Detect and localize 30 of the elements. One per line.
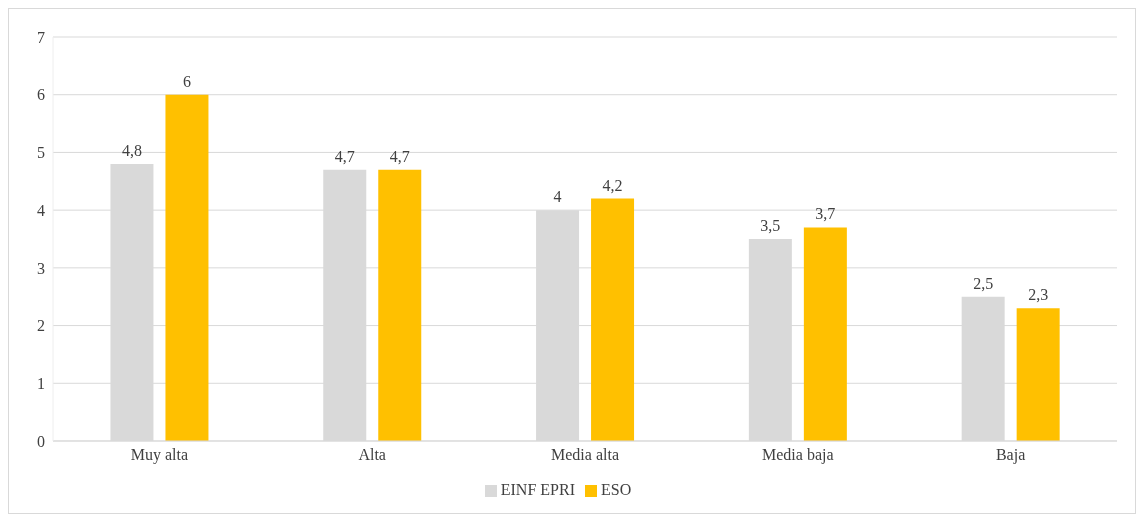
data-label: 4,7 [389, 147, 410, 165]
y-tick-label: 2 [37, 317, 45, 335]
y-tick-label: 0 [37, 432, 45, 450]
x-tick-label: Muy alta [130, 446, 189, 465]
legend-label: EINF EPRI [500, 481, 575, 498]
data-label: 3,7 [815, 205, 836, 223]
data-label: 2,3 [1028, 286, 1049, 304]
x-tick-label: Media alta [551, 446, 619, 464]
y-tick-label: 1 [37, 374, 45, 392]
data-label: 4 [553, 188, 562, 206]
data-label: 6 [182, 72, 191, 90]
bar [378, 169, 422, 441]
x-tick-label: Media baja [762, 446, 834, 465]
bar [165, 94, 209, 441]
bar [803, 227, 847, 441]
data-label: 4,2 [602, 176, 623, 194]
y-tick-label: 6 [37, 86, 45, 104]
y-tick-label: 5 [37, 144, 45, 162]
y-tick-label: 3 [37, 259, 45, 277]
y-tick-label: 4 [37, 201, 45, 219]
x-tick-label: Baja [995, 446, 1026, 465]
data-label: 4,7 [334, 147, 355, 165]
data-label: 3,5 [760, 217, 781, 234]
bar [591, 198, 635, 441]
data-label: 2,5 [973, 274, 994, 292]
legend-label: ESO [601, 481, 632, 498]
x-tick-label: Alta [358, 446, 386, 464]
y-tick-label: 7 [37, 28, 45, 46]
data-label: 4,8 [121, 141, 142, 159]
bar [1016, 308, 1060, 441]
